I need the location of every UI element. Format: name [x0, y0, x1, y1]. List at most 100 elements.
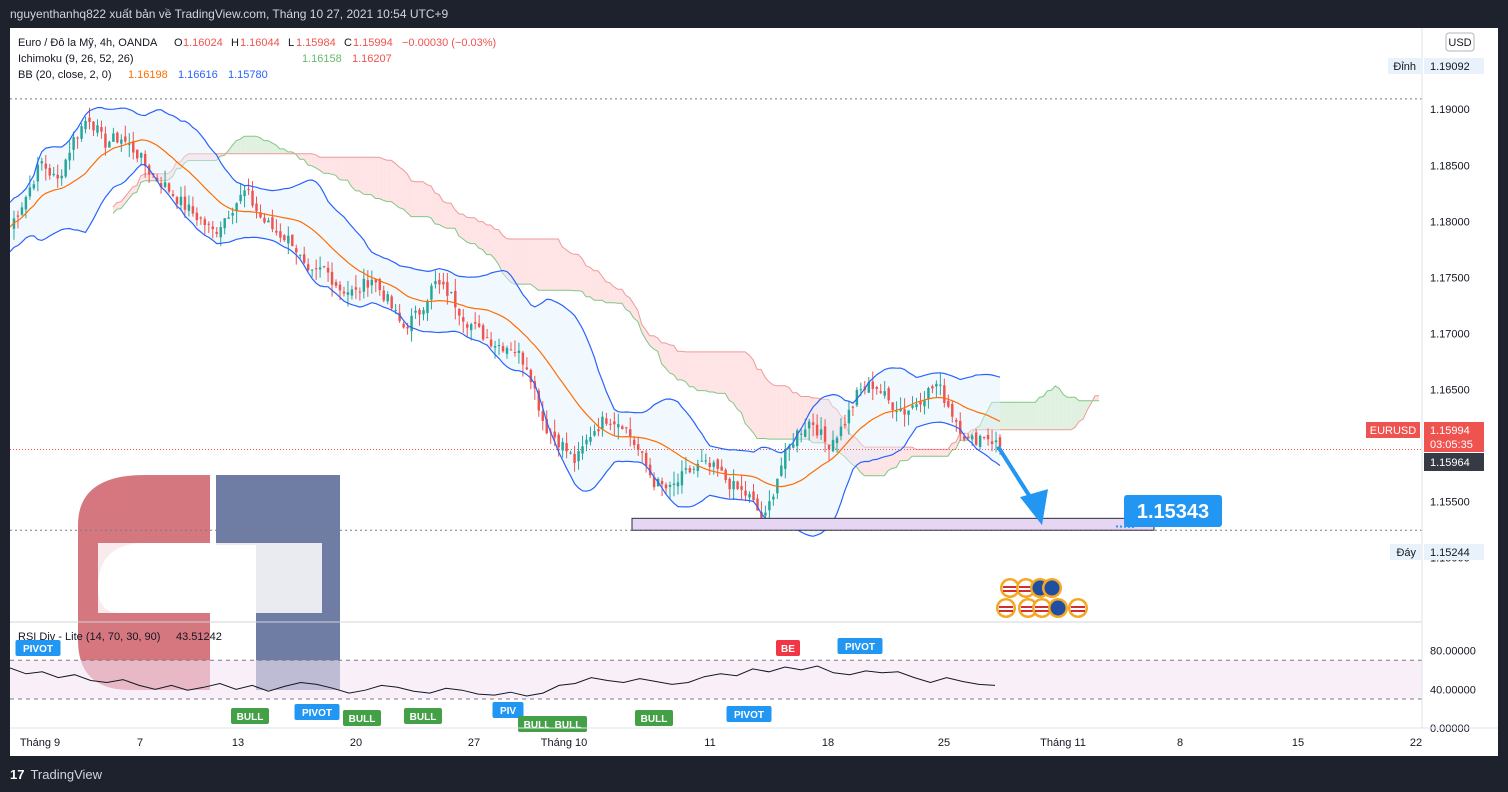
candle-body	[477, 323, 481, 327]
signal-pivot-label[interactable]	[837, 638, 883, 654]
signal-bull-label[interactable]	[231, 708, 269, 724]
cloud-segment	[148, 173, 153, 181]
candle-body	[481, 325, 485, 340]
bollinger-band-area	[10, 107, 1000, 537]
signal-pivot-label[interactable]	[726, 706, 772, 722]
cloud-segment	[796, 392, 801, 440]
eu-flag-icon[interactable]	[1050, 600, 1066, 616]
candle-body	[700, 460, 704, 462]
time-tick: 11	[704, 737, 715, 749]
projection-arrow[interactable]	[996, 445, 1048, 526]
cloud-segment	[307, 153, 312, 166]
cloud-segment	[582, 258, 587, 297]
cloud-segment	[355, 157, 360, 191]
cloud-segment	[120, 197, 125, 209]
candle-body	[195, 212, 199, 221]
cloud-segment	[1051, 386, 1056, 430]
cloud-segment	[502, 235, 507, 278]
candle-body	[617, 424, 620, 428]
candle-body	[605, 418, 608, 424]
low-tag: Đáy	[1396, 547, 1416, 559]
support-range-box[interactable]	[631, 517, 1155, 531]
candle-body	[792, 444, 795, 448]
candle-body	[688, 468, 692, 473]
candle-body	[589, 436, 592, 442]
candle-body	[899, 409, 902, 411]
cloud-segment	[168, 169, 173, 180]
candle-body	[422, 310, 425, 315]
signal-pivot-label[interactable]	[15, 640, 61, 656]
signal-bull-label[interactable]	[404, 708, 442, 724]
tv-icon: 17	[10, 767, 25, 782]
candle-body	[748, 494, 751, 498]
candle-body	[859, 389, 863, 391]
tradingview-logo[interactable]: 17 TradingView	[10, 767, 102, 782]
candle-body	[879, 391, 882, 393]
signal-bear-label[interactable]	[776, 640, 800, 656]
cloud-segment	[450, 203, 455, 229]
candle-body	[295, 248, 298, 253]
signal-text: PIVOT	[302, 708, 332, 719]
cloud-segment	[936, 449, 940, 457]
signal-bull-label[interactable]	[635, 710, 673, 726]
signal-text: PIVOT	[845, 642, 875, 653]
candle-body	[239, 194, 242, 202]
signal-bull-label[interactable]	[343, 710, 381, 726]
publish-line: nguyenthanhq822 xuất bản về TradingView.…	[10, 7, 449, 21]
cloud-segment	[606, 281, 610, 303]
rsi-signals[interactable]: PIVOT BULL PIVOT BULL BULL PIV BULL BULL BULL PIV…	[15, 638, 883, 732]
legend-c-label: C	[344, 37, 352, 49]
candle-body	[175, 197, 179, 204]
cloud-segment	[1059, 388, 1064, 430]
price-tick: 1.18500	[1430, 160, 1470, 172]
cloud-segment	[904, 447, 909, 461]
cloud-segment	[124, 191, 129, 204]
chart-panel[interactable]: 1.15343 PIVOT BULL PIVOT BULL BULL PIV BULL BUL…	[10, 28, 1498, 756]
candle-body	[44, 163, 48, 169]
candle-body	[724, 469, 727, 481]
candle-body	[263, 217, 266, 223]
candle-body	[187, 204, 191, 211]
candle-body	[458, 308, 461, 316]
cloud-segment	[542, 239, 547, 291]
time-axis[interactable]: Tháng 9 7 13 20 27 Tháng 10 11 18 25 Tháng 11 8 15 2…	[20, 737, 1422, 749]
candle-body	[907, 410, 910, 415]
candle-body	[811, 422, 815, 425]
signal-text: PIVOT	[734, 710, 764, 721]
cloud-segment	[128, 187, 133, 199]
candle-body	[553, 431, 556, 438]
candle-body	[807, 421, 811, 429]
cloud-segment	[721, 351, 726, 394]
candle-body	[92, 121, 95, 131]
candle-body	[334, 282, 338, 286]
candle-body	[32, 184, 36, 189]
chart-svg[interactable]: 1.15343 PIVOT BULL PIVOT BULL BULL PIV BULL BUL…	[10, 28, 1498, 756]
cloud-segment	[411, 180, 416, 217]
candle-body	[231, 212, 234, 216]
signal-pivot-label[interactable]	[492, 702, 524, 718]
cloud-segment	[773, 384, 777, 440]
cloud-segment	[1011, 402, 1016, 430]
price-axis[interactable]: 1.19000 1.18500 1.18000 1.17500 1.17000 1.165…	[1430, 104, 1476, 735]
legend-bb-v3: 1.15780	[228, 69, 268, 81]
candle-body	[442, 281, 445, 285]
us-flag-stripe	[1035, 606, 1049, 608]
candle-body	[64, 159, 67, 177]
target-callout[interactable]: 1.15343	[1113, 495, 1222, 528]
price-tick: 1.19000	[1430, 104, 1470, 116]
cloud-segment	[1023, 402, 1028, 430]
economic-event-flags[interactable]	[996, 578, 1088, 618]
signal-pivot-label[interactable]	[294, 704, 340, 720]
cloud-segment	[113, 202, 117, 214]
candle-body	[406, 326, 409, 329]
candle-body	[597, 429, 600, 432]
cloud-segment	[570, 252, 575, 291]
candle-body	[247, 189, 250, 191]
cloud-segment	[776, 385, 781, 440]
candle-body	[283, 235, 286, 241]
cloud-segment	[665, 342, 670, 373]
candle-body	[16, 215, 20, 217]
price-tick: 1.16500	[1430, 384, 1470, 396]
eu-flag-icon[interactable]	[1044, 580, 1060, 596]
currency-button[interactable]	[1445, 32, 1475, 52]
